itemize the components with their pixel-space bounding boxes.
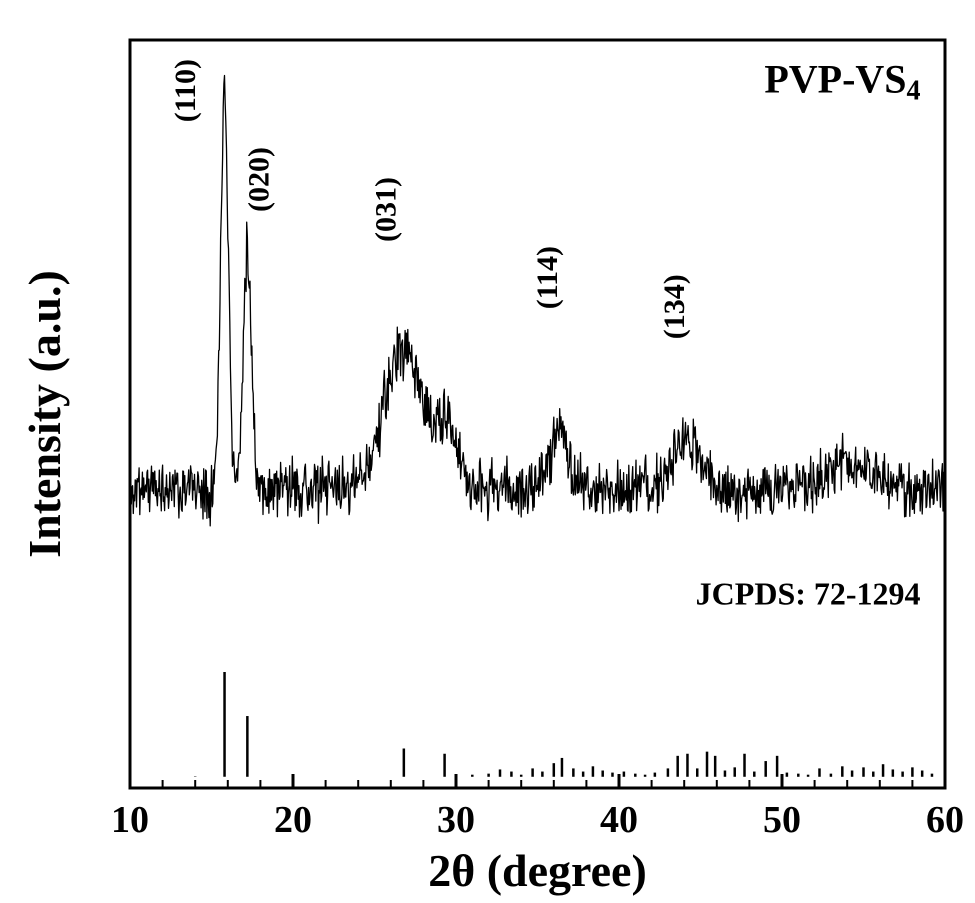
- peak-label: (134): [658, 274, 691, 339]
- x-tick-label: 40: [600, 799, 638, 841]
- x-tick-label: 30: [437, 799, 475, 841]
- jcpds-label: JCPDS: 72-1294: [696, 576, 921, 612]
- peak-label: (020): [243, 147, 276, 212]
- x-axis-label: 2θ (degree): [428, 845, 647, 896]
- peak-label: (110): [169, 59, 202, 122]
- y-axis-label: Intensity (a.u.): [19, 270, 70, 558]
- peak-label: (031): [370, 177, 403, 242]
- peak-label: (114): [531, 246, 564, 309]
- x-tick-label: 20: [274, 799, 312, 841]
- x-tick-label: 50: [763, 799, 801, 841]
- xrd-chart: 10 20 30 40 50 60 2θ (degree) Intensity (a.u.) P…: [0, 0, 975, 903]
- x-tick-label: 10: [111, 799, 149, 841]
- x-tick-label: 60: [926, 799, 964, 841]
- sample-label: PVP-VS4: [764, 56, 920, 106]
